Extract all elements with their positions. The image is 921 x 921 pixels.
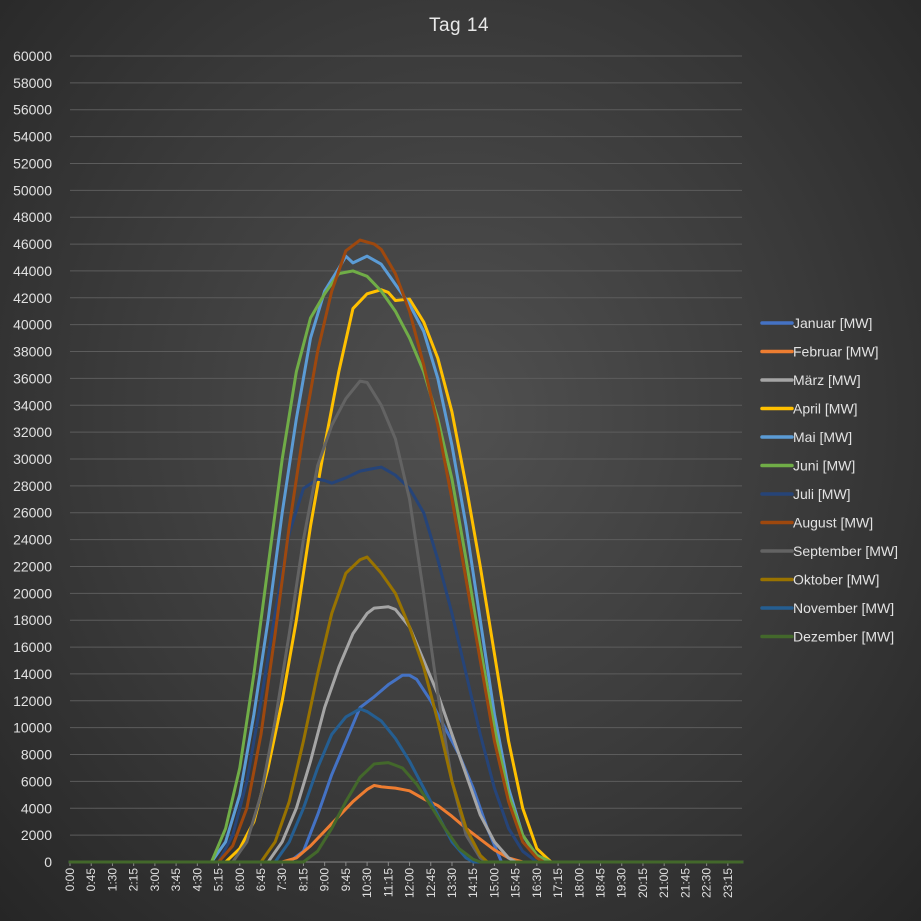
x-tick-label: 18:00 <box>572 868 586 898</box>
legend-label: Mai [MW] <box>793 429 852 445</box>
legend-label: März [MW] <box>793 372 861 388</box>
series-line-3 <box>68 605 744 864</box>
legend-label: September [MW] <box>793 543 898 559</box>
y-tick-label: 26000 <box>13 505 52 521</box>
y-tick-label: 34000 <box>13 397 52 413</box>
y-tick-label: 54000 <box>13 129 52 145</box>
series-line-12 <box>68 761 744 864</box>
series-line-7 <box>68 465 744 864</box>
y-tick-label: 52000 <box>13 155 52 171</box>
x-axis-ticks: 0:00 0:45 1:30 2:15 3:00 3:45 4:30 5:15 6:00 6:45… <box>63 862 735 898</box>
legend-label: November [MW] <box>793 600 894 616</box>
y-tick-label: 18000 <box>13 612 52 628</box>
y-tick-label: 48000 <box>13 209 52 225</box>
y-tick-label: 2000 <box>21 827 52 843</box>
y-tick-label: 10000 <box>13 720 52 736</box>
x-tick-label: 18:45 <box>594 868 608 898</box>
y-tick-label: 30000 <box>13 451 52 467</box>
legend-label: April [MW] <box>793 401 858 417</box>
legend-label: Februar [MW] <box>793 344 879 360</box>
x-tick-label: 15:45 <box>509 868 523 898</box>
y-tick-label: 36000 <box>13 370 52 386</box>
y-tick-label: 42000 <box>13 290 52 306</box>
legend-label: Juni [MW] <box>793 458 855 474</box>
x-tick-label: 5:15 <box>212 868 226 892</box>
chart-title: Tag 14 <box>429 15 489 36</box>
y-axis-ticks: 0 2000 4000 6000 8000 10000 12000 14000 16000 180… <box>13 48 52 870</box>
gridlines <box>70 55 742 863</box>
x-tick-label: 3:00 <box>148 868 162 892</box>
x-tick-label: 22:30 <box>700 868 714 898</box>
y-tick-label: 38000 <box>13 344 52 360</box>
x-tick-label: 2:15 <box>127 868 141 892</box>
y-tick-label: 60000 <box>13 48 52 64</box>
x-tick-label: 23:15 <box>721 868 735 898</box>
y-tick-label: 14000 <box>13 666 52 682</box>
x-tick-label: 21:00 <box>657 868 671 898</box>
x-tick-label: 19:30 <box>615 868 629 898</box>
y-tick-label: 40000 <box>13 317 52 333</box>
y-tick-label: 20000 <box>13 585 52 601</box>
x-tick-label: 9:00 <box>318 868 332 892</box>
y-tick-label: 12000 <box>13 693 52 709</box>
x-tick-label: 14:15 <box>466 868 480 898</box>
x-tick-label: 3:45 <box>169 868 183 892</box>
legend-label: Dezember [MW] <box>793 629 894 645</box>
series-line-11 <box>68 707 744 864</box>
series-line-4 <box>68 288 744 864</box>
series-line-10 <box>68 555 744 864</box>
y-tick-label: 8000 <box>21 747 52 763</box>
series-lines <box>68 238 744 864</box>
x-tick-label: 13:30 <box>445 868 459 898</box>
x-tick-label: 10:30 <box>360 868 374 898</box>
x-tick-label: 6:45 <box>254 868 268 892</box>
x-tick-label: 15:00 <box>487 868 501 898</box>
y-tick-label: 32000 <box>13 424 52 440</box>
x-tick-label: 20:15 <box>636 868 650 898</box>
x-tick-label: 0:45 <box>84 868 98 892</box>
x-tick-label: 1:30 <box>105 868 119 892</box>
y-tick-label: 24000 <box>13 532 52 548</box>
legend-label: August [MW] <box>793 515 873 531</box>
legend-label: Juli [MW] <box>793 486 851 502</box>
x-tick-label: 9:45 <box>339 868 353 892</box>
y-tick-label: 46000 <box>13 236 52 252</box>
x-tick-label: 0:00 <box>63 868 77 892</box>
y-tick-label: 56000 <box>13 102 52 118</box>
y-tick-label: 58000 <box>13 75 52 91</box>
x-tick-label: 4:30 <box>190 868 204 892</box>
y-tick-label: 6000 <box>21 773 52 789</box>
x-tick-label: 12:00 <box>403 868 417 898</box>
x-tick-label: 6:00 <box>233 868 247 892</box>
x-tick-label: 21:45 <box>678 868 692 898</box>
x-tick-label: 17:15 <box>551 868 565 898</box>
y-tick-label: 16000 <box>13 639 52 655</box>
y-tick-label: 22000 <box>13 558 52 574</box>
legend: Januar [MW] Februar [MW] März [MW] April [M… <box>760 315 898 645</box>
legend-label: Oktober [MW] <box>793 572 879 588</box>
x-tick-label: 7:30 <box>275 868 289 892</box>
y-tick-label: 50000 <box>13 182 52 198</box>
y-tick-label: 0 <box>44 854 52 870</box>
y-tick-label: 4000 <box>21 800 52 816</box>
x-tick-label: 12:45 <box>424 868 438 898</box>
x-tick-label: 8:15 <box>296 868 310 892</box>
series-line-2 <box>68 783 744 864</box>
x-tick-label: 16:30 <box>530 868 544 898</box>
y-tick-label: 28000 <box>13 478 52 494</box>
series-line-1 <box>68 673 744 864</box>
x-tick-label: 11:15 <box>381 868 395 897</box>
y-tick-label: 44000 <box>13 263 52 279</box>
legend-label: Januar [MW] <box>793 315 872 331</box>
